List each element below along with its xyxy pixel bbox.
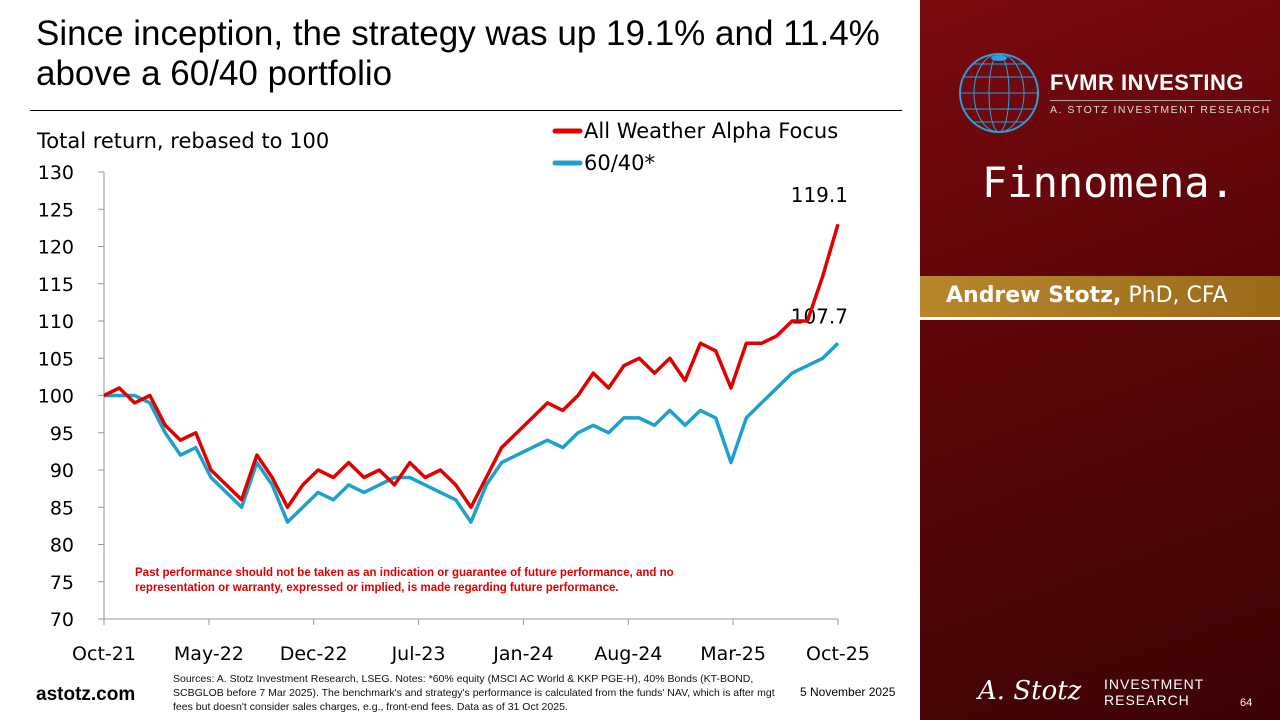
- y-tick-label: 85: [50, 497, 74, 519]
- y-tick-label: 115: [38, 274, 74, 296]
- x-tick-label: Jan-24: [492, 643, 553, 665]
- y-tick-label: 95: [50, 423, 74, 445]
- globe-icon: [959, 53, 1039, 133]
- x-tick-label: Dec-22: [280, 643, 348, 665]
- page-number: 64: [1240, 697, 1253, 709]
- legend-label: All Weather Alpha Focus: [584, 119, 838, 143]
- brand-subtitle: A. STOTZ INVESTMENT RESEARCH: [1050, 100, 1271, 116]
- author-name: Andrew Stotz,: [946, 283, 1122, 308]
- series-line-all-weather: [103, 223, 840, 510]
- brand-name: FVMR INVESTING: [1050, 70, 1245, 95]
- y-tick-label: 70: [50, 609, 74, 631]
- y-tick-label: 120: [38, 237, 74, 259]
- x-tick-label: Oct-21: [72, 643, 136, 665]
- y-tick-label: 80: [50, 535, 74, 557]
- y-axis-label: Total return, rebased to 100: [36, 129, 329, 153]
- author-bar: Andrew Stotz, PhD, CFA: [920, 276, 1280, 320]
- logo-text: INVESTMENT RESEARCH: [1104, 676, 1204, 708]
- end-value-label: 107.7: [791, 304, 848, 328]
- end-value-label: 119.1: [791, 183, 848, 207]
- slide-date: 5 November 2025: [800, 685, 896, 699]
- x-tick-label: Jul-23: [391, 643, 446, 665]
- partner-logo: Finnomena.: [982, 158, 1235, 207]
- title-divider: [30, 110, 902, 111]
- y-tick-label: 105: [38, 348, 74, 370]
- y-tick-label: 125: [38, 199, 74, 221]
- author-credentials: PhD, CFA: [1121, 283, 1228, 308]
- y-tick-label: 90: [50, 460, 74, 482]
- y-tick-label: 130: [38, 162, 74, 184]
- x-tick-label: May-22: [174, 643, 244, 665]
- slide-title: Since inception, the strategy was up 19.…: [36, 14, 880, 93]
- sources-note: Sources: A. Stotz Investment Research, L…: [173, 673, 775, 713]
- x-tick-label: Mar-25: [700, 643, 766, 665]
- x-tick-label: Oct-25: [806, 643, 870, 665]
- x-tick-label: Aug-24: [594, 643, 662, 665]
- signature-logo: A. Stotz: [978, 676, 1082, 706]
- line-chart: Total return, rebased to 100 70 75 80 85 90 9…: [36, 119, 870, 665]
- y-tick-label: 100: [38, 386, 74, 408]
- website-link[interactable]: astotz.com: [36, 684, 136, 705]
- series-line-60-40: [104, 342, 840, 524]
- legend-label: 60/40*: [584, 151, 655, 175]
- disclaimer: Past performance should not be taken as …: [135, 567, 674, 594]
- y-tick-label: 75: [50, 572, 74, 594]
- sidebar-panel: FVMR INVESTING A. STOTZ INVESTMENT RESEA…: [920, 0, 1280, 720]
- y-tick-label: 110: [38, 311, 74, 333]
